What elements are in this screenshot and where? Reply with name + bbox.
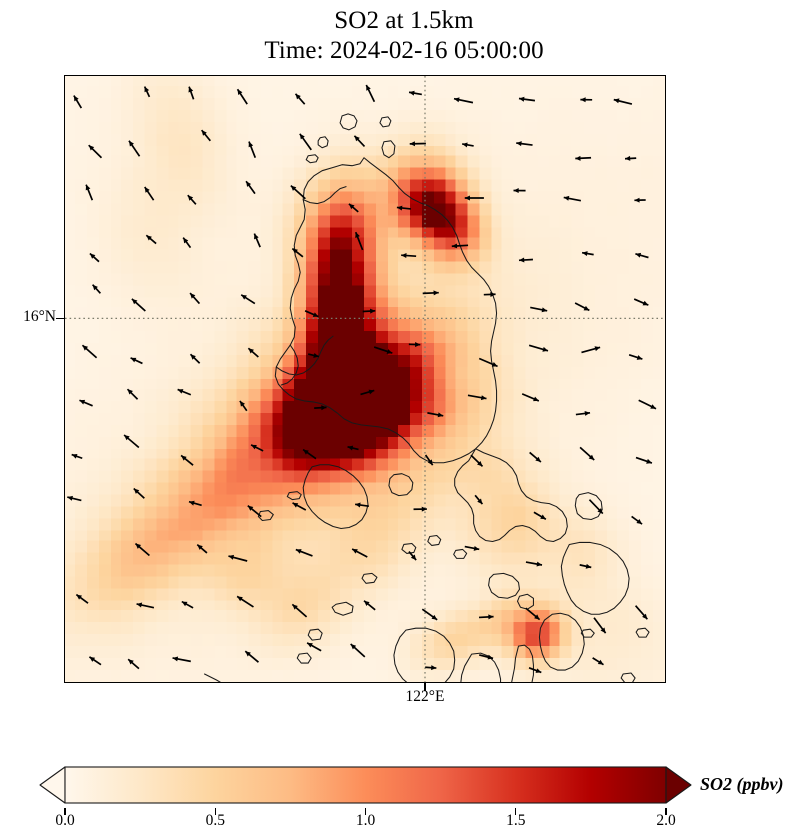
wind-vector-overlay [67, 84, 657, 674]
colorbar-tick-label-1: 0.5 [205, 812, 225, 829]
colorbar-tick-label-3: 1.5 [506, 812, 526, 829]
lon-tick-mark-122e [424, 683, 426, 691]
lat-tick-mark-16n [56, 317, 64, 319]
colorbar-label: SO2 (ppbv) [700, 774, 784, 794]
colorbar-tick-label-4: 2.0 [656, 812, 676, 829]
figure-title: SO2 at 1.5km Time: 2024-02-16 05:00:00 [0, 6, 808, 65]
colorbar-tick-label-2: 1.0 [355, 812, 376, 829]
coastline-overlay [204, 113, 650, 682]
lat-tick-label-16n: 16°N [23, 308, 56, 325]
colorbar-tick-mark-0 [64, 808, 66, 815]
latlon-gridlines [65, 76, 665, 682]
title-line-variable: SO2 at 1.5km [334, 7, 474, 34]
colorbar-tick-label-0: 0.0 [55, 812, 75, 829]
title-line-time: Time: 2024-02-16 05:00:00 [264, 36, 544, 64]
colorbar-tick-mark-3 [515, 808, 517, 815]
colorbar-tick-mark-4 [665, 808, 667, 815]
colorbar-gradient [39, 766, 692, 804]
colorbar-tick-mark-1 [214, 808, 216, 815]
colorbar-tick-mark-2 [364, 808, 367, 815]
colorbar[interactable] [39, 762, 692, 808]
map-plot-area[interactable] [64, 75, 666, 683]
so2-concentration-field [65, 76, 665, 682]
lon-tick-label-122e: 122°E [405, 688, 445, 705]
